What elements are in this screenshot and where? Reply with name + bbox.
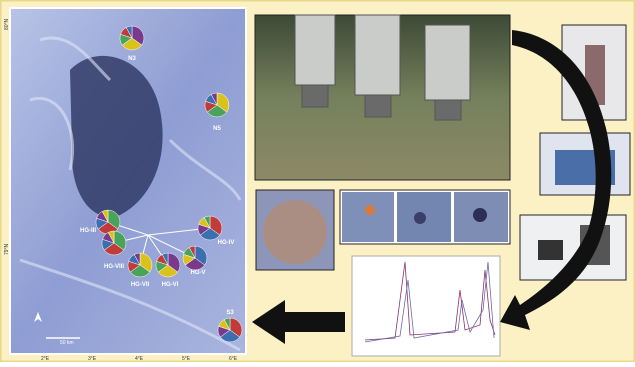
lat-label: 79°N	[4, 243, 10, 255]
station-label: HG-IV	[218, 240, 235, 246]
lon-label: 4°E	[135, 356, 144, 362]
scale-label: 50 km	[60, 340, 74, 346]
lon-label: 3°E	[88, 356, 97, 362]
station-label: HG-VII	[131, 282, 150, 288]
filter	[263, 200, 327, 264]
station-label: HG-VIII	[104, 264, 124, 270]
station-label: HG-V	[191, 270, 206, 276]
lon-label: 6°E	[229, 356, 238, 362]
station-label: HG-VI	[162, 282, 179, 288]
particle-image	[342, 192, 394, 242]
station-label: N5	[213, 126, 221, 132]
lon-label: 5°E	[182, 356, 191, 362]
station-label: N3	[128, 56, 136, 62]
monitor	[538, 240, 563, 260]
corer	[295, 15, 470, 120]
lon-label: 2°E	[41, 356, 50, 362]
spectrum	[352, 256, 500, 356]
station-label: HG-III	[80, 228, 96, 234]
station-label: S3	[226, 310, 234, 316]
figure: 50 km N3 N5 HG-III HG-IV HG-V HG-VI HG-VII HG-V…	[0, 0, 635, 362]
lat-label: 80°N	[4, 18, 10, 30]
